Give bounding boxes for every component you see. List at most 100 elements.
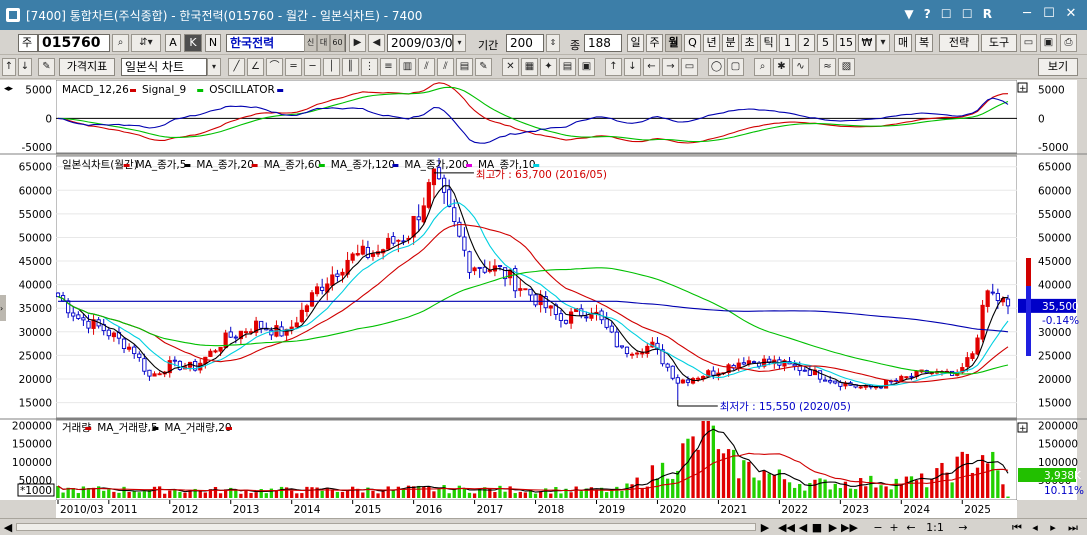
prev-page-icon[interactable]: ◂ <box>1032 521 1038 534</box>
edit-icon[interactable]: ✎ <box>38 58 55 76</box>
dup-button[interactable]: 복 <box>915 34 933 52</box>
fast-forward-icon[interactable]: ▶▶ <box>841 521 858 534</box>
a-button[interactable]: A <box>165 34 181 52</box>
last-page-icon[interactable]: ⏭ <box>1068 521 1078 534</box>
minimize-button[interactable]: ─ <box>1023 6 1031 21</box>
interval-button-6[interactable]: 초 <box>741 34 758 52</box>
left-splitter-handle[interactable] <box>0 295 6 321</box>
draw-tool-icon-15[interactable]: ▦ <box>521 58 538 76</box>
interval-button-10[interactable]: 5 <box>817 34 834 52</box>
draw-tool-icon-17[interactable]: ▤ <box>559 58 576 76</box>
play-forward-icon[interactable]: ▶ <box>828 521 838 534</box>
draw-tool-icon-21[interactable]: ← <box>643 58 660 76</box>
draw-tool-icon-9[interactable]: ▥ <box>399 58 416 76</box>
play-icon[interactable]: ▶ <box>349 34 366 52</box>
volume-pane[interactable] <box>55 419 1018 501</box>
interval-button-1[interactable]: 주 <box>646 34 663 52</box>
tools-button[interactable]: 도구 <box>981 34 1017 52</box>
zoom-out-icon[interactable]: − <box>873 521 883 534</box>
interval-button-7[interactable]: 틱 <box>760 34 777 52</box>
count-input[interactable]: 188 <box>584 34 622 52</box>
won-button[interactable]: ₩ <box>858 34 876 52</box>
maximize-button[interactable]: ☐ <box>1043 6 1055 21</box>
draw-tool-icon-19[interactable]: ↑ <box>605 58 622 76</box>
pan-left-icon[interactable]: ← <box>906 521 916 534</box>
rewind-icon[interactable]: ◀◀ <box>778 521 795 534</box>
pane-collapse-icon[interactable]: ◂▸ <box>4 84 14 94</box>
won-dropdown-icon[interactable]: ▾ <box>876 34 890 52</box>
draw-tool-icon-4[interactable]: ─ <box>304 58 321 76</box>
interval-button-9[interactable]: 2 <box>798 34 815 52</box>
pan-right-icon[interactable]: → <box>958 521 968 534</box>
market-select[interactable]: 주 <box>18 34 38 52</box>
interval-button-4[interactable]: 년 <box>703 34 720 52</box>
chart-type-dropdown-icon[interactable]: ▾ <box>207 58 221 76</box>
interval-button-8[interactable]: 1 <box>779 34 796 52</box>
title-tool-icons[interactable]: ▼ ? ☐ ☐ R <box>904 7 995 21</box>
view-button[interactable]: 보기 <box>1038 58 1078 76</box>
draw-tool-icon-18[interactable]: ▣ <box>578 58 595 76</box>
draw-tool-icon-14[interactable]: ✕ <box>502 58 519 76</box>
calendar-dropdown-icon[interactable]: ▾ <box>453 34 466 52</box>
scroll-up-icon[interactable]: ↑ <box>2 58 16 76</box>
draw-tool-icon-27[interactable]: ✱ <box>773 58 790 76</box>
draw-tool-icon-29[interactable]: ≈ <box>819 58 836 76</box>
stock-code-input[interactable]: 015760 <box>38 34 110 52</box>
draw-tool-icon-13[interactable]: ✎ <box>475 58 492 76</box>
scroll-down-icon[interactable]: ↓ <box>18 58 32 76</box>
draw-tool-icon-26[interactable]: ⌕ <box>754 58 771 76</box>
print-icon[interactable]: ⎙ <box>1060 34 1077 52</box>
period-spin-icon[interactable]: ⇕ <box>546 34 560 52</box>
draw-tool-icon-1[interactable]: ∠ <box>247 58 264 76</box>
draw-tool-icon-2[interactable]: ⌒ <box>266 58 283 76</box>
draw-tool-icon-3[interactable]: ═ <box>285 58 302 76</box>
zoom-ratio[interactable]: 1:1 <box>926 521 944 534</box>
prev-icon[interactable]: ◀ <box>368 34 385 52</box>
chart-type-select[interactable]: 일본식 차트 <box>121 58 207 76</box>
draw-tool-icon-10[interactable]: ⫽ <box>418 58 435 76</box>
draw-tool-icon-5[interactable]: │ <box>323 58 340 76</box>
scroll-left-icon[interactable]: ◀ <box>3 521 13 534</box>
next-page-icon[interactable]: ▸ <box>1050 521 1056 534</box>
play-back-icon[interactable]: ◀ <box>798 521 808 534</box>
stop-icon[interactable]: ■ <box>811 521 823 534</box>
draw-tool-icon-0[interactable]: ╱ <box>228 58 245 76</box>
save-icon[interactable]: ▣ <box>1040 34 1057 52</box>
interval-button-0[interactable]: 일 <box>627 34 644 52</box>
draw-tool-icon-30[interactable]: ▧ <box>838 58 855 76</box>
n-button[interactable]: N <box>205 34 221 52</box>
draw-tool-icon-16[interactable]: ✦ <box>540 58 557 76</box>
pane-add-icon[interactable] <box>1017 82 1028 93</box>
scroll-right-icon[interactable]: ▶ <box>760 521 770 534</box>
price-indicator-button[interactable]: 가격지표 <box>59 58 115 76</box>
interval-button-11[interactable]: 15 <box>836 34 856 52</box>
price-pane[interactable] <box>55 155 1018 419</box>
draw-tool-icon-6[interactable]: ║ <box>342 58 359 76</box>
first-page-icon[interactable]: ⏮ <box>1012 521 1022 534</box>
date-input[interactable]: 2009/03/02 <box>387 34 453 52</box>
draw-tool-icon-25[interactable]: ▢ <box>727 58 744 76</box>
horizontal-scrollbar[interactable] <box>16 523 756 531</box>
sort-dropdown-icon[interactable]: ⇵▾ <box>131 34 161 52</box>
draw-tool-icon-7[interactable]: ⋮ <box>361 58 378 76</box>
draw-tool-icon-24[interactable]: ◯ <box>708 58 725 76</box>
draw-tool-icon-8[interactable]: ≡ <box>380 58 397 76</box>
zoom-in-icon[interactable]: + <box>889 521 899 534</box>
strategy-button[interactable]: 전략 <box>939 34 979 52</box>
close-button[interactable]: ✕ <box>1065 6 1077 21</box>
buy-button[interactable]: 매 <box>894 34 912 52</box>
period-input[interactable]: 200 <box>506 34 544 52</box>
folder-icon[interactable]: ▭ <box>1020 34 1037 52</box>
draw-tool-icon-12[interactable]: ▤ <box>456 58 473 76</box>
draw-tool-icon-22[interactable]: → <box>662 58 679 76</box>
interval-button-2[interactable]: 월 <box>665 34 682 52</box>
k-button[interactable]: K <box>184 34 202 52</box>
draw-tool-icon-28[interactable]: ∿ <box>792 58 809 76</box>
draw-tool-icon-11[interactable]: ⫽ <box>437 58 454 76</box>
draw-tool-icon-20[interactable]: ↓ <box>624 58 641 76</box>
interval-button-5[interactable]: 분 <box>722 34 739 52</box>
chart-area[interactable]: 15000 15000 20000 20000 25000 25000 30000 30000… <box>0 80 1087 518</box>
interval-button-3[interactable]: Q <box>684 34 701 52</box>
search-icon[interactable]: ⌕ <box>112 34 129 52</box>
draw-tool-icon-23[interactable]: ▭ <box>681 58 698 76</box>
